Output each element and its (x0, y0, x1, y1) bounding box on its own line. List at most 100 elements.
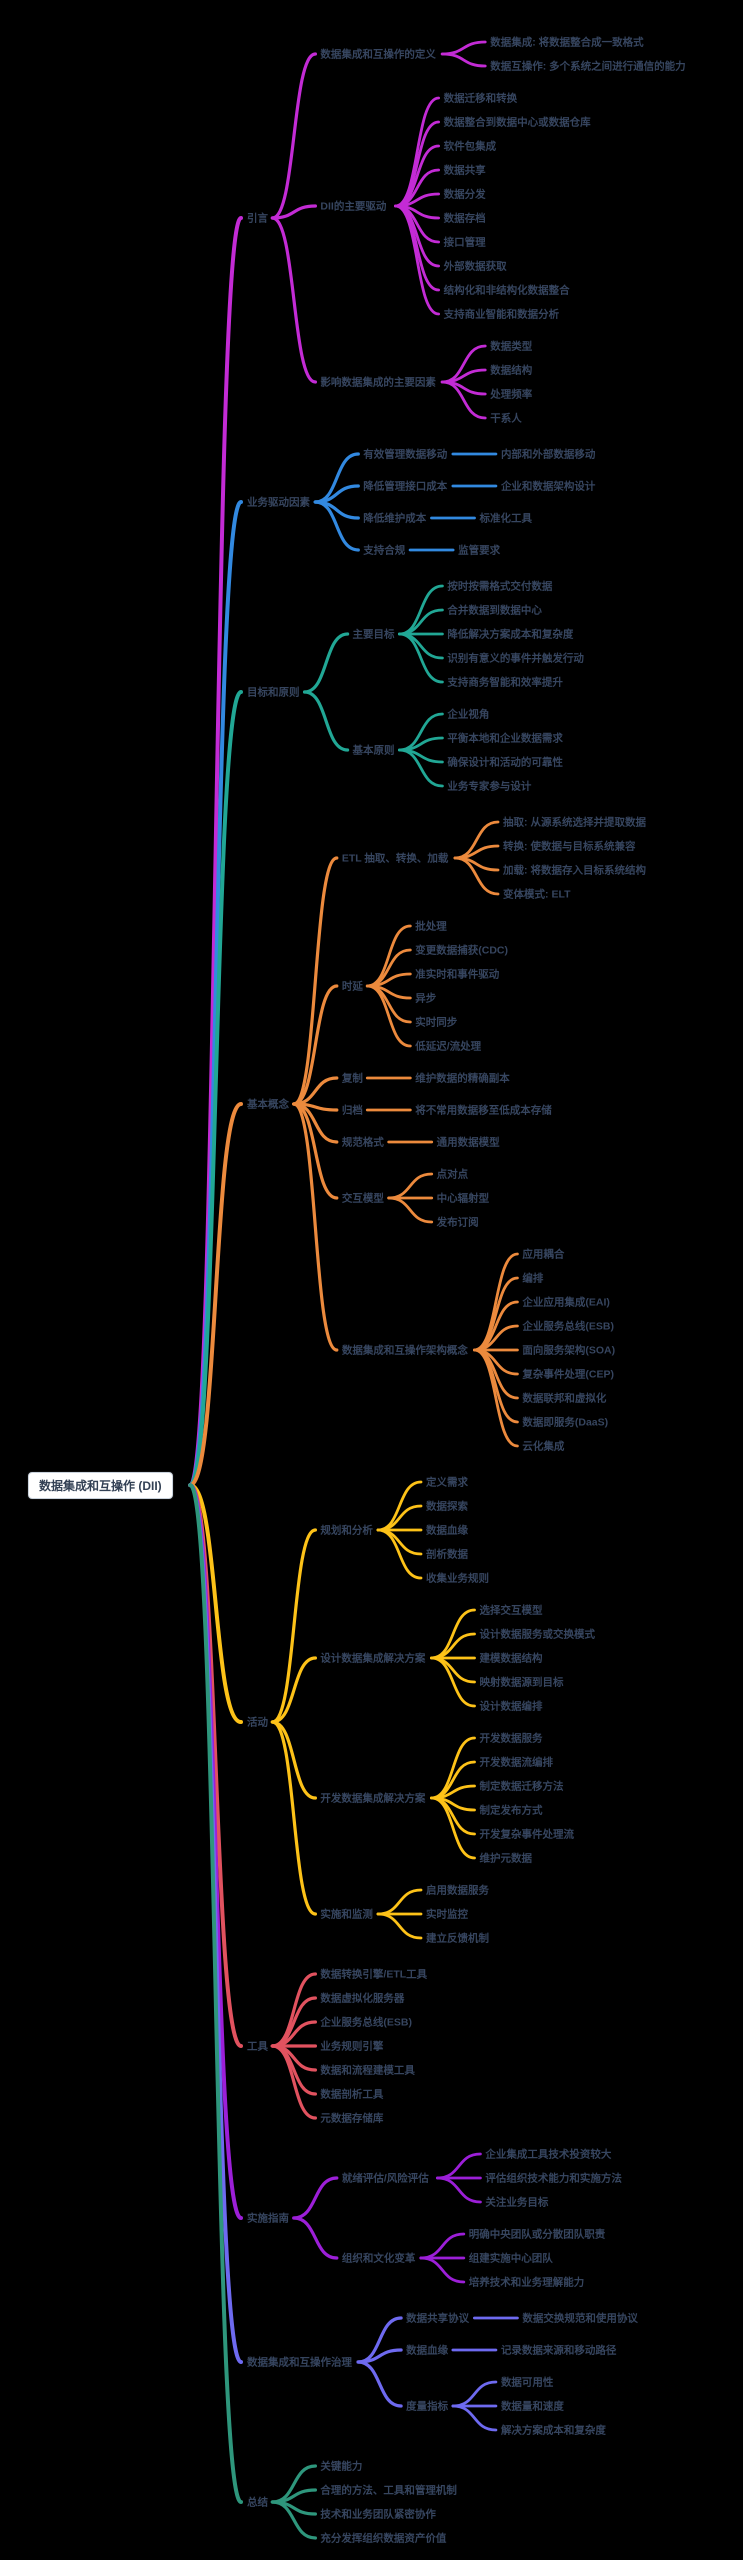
topic-node[interactable]: 明确中央团队或分散团队职责 (469, 2228, 606, 2241)
topic-node[interactable]: 业务规则引擎 (320, 2040, 383, 2053)
topic-node[interactable]: 启用数据服务 (426, 1884, 489, 1897)
branch-node[interactable]: 总结 (247, 2496, 268, 2509)
topic-node[interactable]: 云化集成 (522, 1440, 564, 1453)
topic-node[interactable]: 标准化工具 (479, 512, 533, 525)
topic-node[interactable]: 实时同步 (415, 1016, 457, 1029)
topic-node[interactable]: 发布订阅 (436, 1216, 479, 1229)
topic-node[interactable]: 收集业务规则 (426, 1572, 489, 1585)
topic-node[interactable]: 面向服务架构(SOA) (522, 1344, 615, 1357)
topic-node[interactable]: 制定数据迁移方法 (480, 1780, 564, 1793)
topic-node[interactable]: 通用数据模型 (437, 1136, 500, 1149)
topic-node[interactable]: 技术和业务团队紧密协作 (320, 2508, 436, 2521)
topic-node[interactable]: 组建实施中心团队 (469, 2252, 553, 2265)
topic-node[interactable]: 数据探索 (425, 1500, 468, 1513)
topic-node[interactable]: 归档 (342, 1104, 363, 1117)
topic-node[interactable]: 培养技术和业务理解能力 (469, 2276, 585, 2289)
topic-node[interactable]: 开发复杂事件处理流 (480, 1828, 575, 1841)
topic-node[interactable]: 交互模型 (342, 1192, 384, 1205)
topic-node[interactable]: 降低解决方案成本和复杂度 (447, 628, 573, 641)
topic-node[interactable]: 降低维护成本 (363, 512, 426, 525)
branch-node[interactable]: 活动 (247, 1716, 268, 1729)
topic-node[interactable]: 数据共享 (443, 164, 486, 177)
topic-node[interactable]: 维护元数据 (480, 1852, 533, 1865)
topic-node[interactable]: 充分发挥组织数据资产价值 (320, 2532, 446, 2545)
topic-node[interactable]: 中心辐射型 (437, 1192, 490, 1205)
topic-node[interactable]: 维护数据的精确副本 (415, 1072, 510, 1085)
topic-node[interactable]: 选择交互模型 (480, 1604, 543, 1617)
topic-node[interactable]: 数据血缘 (405, 2344, 448, 2357)
topic-node[interactable]: ETL 抽取、转换、加载 (342, 852, 449, 865)
topic-node[interactable]: 降低管理接口成本 (363, 480, 447, 493)
topic-node[interactable]: 数据类型 (489, 340, 532, 353)
topic-node[interactable]: 设计数据服务或交换模式 (480, 1628, 596, 1641)
topic-node[interactable]: 数据集成和互操作的定义 (319, 48, 436, 61)
topic-node[interactable]: 平衡本地和企业数据需求 (447, 732, 563, 745)
topic-node[interactable]: 映射数据源到目标 (480, 1676, 564, 1689)
branch-node[interactable]: 业务驱动因素 (247, 496, 310, 509)
topic-node[interactable]: 结构化和非结构化数据整合 (444, 284, 570, 297)
topic-node[interactable]: 数据虚拟化服务器 (319, 1992, 404, 2005)
topic-node[interactable]: 处理频率 (489, 388, 532, 401)
topic-node[interactable]: 企业集成工具技术投资较大 (484, 2148, 611, 2161)
topic-node[interactable]: 开发数据服务 (480, 1732, 543, 1745)
topic-node[interactable]: 干系人 (490, 412, 522, 425)
topic-node[interactable]: 软件包集成 (444, 140, 497, 153)
topic-node[interactable]: 准实时和事件驱动 (415, 968, 499, 981)
topic-node[interactable]: 外部数据获取 (443, 260, 507, 273)
topic-node[interactable]: 关注业务目标 (485, 2196, 548, 2209)
branch-node[interactable]: 实施指南 (247, 2212, 289, 2225)
topic-node[interactable]: 企业视角 (446, 708, 489, 721)
topic-node[interactable]: 数据即服务(DaaS) (521, 1416, 608, 1429)
topic-node[interactable]: 按时按需格式交付数据 (447, 580, 552, 593)
topic-node[interactable]: 加载: 将数据存入目标系统结构 (502, 864, 646, 877)
topic-node[interactable]: 有效管理数据移动 (363, 448, 447, 461)
topic-node[interactable]: 数据分发 (443, 188, 486, 201)
topic-node[interactable]: 记录数据来源和移动路径 (501, 2344, 617, 2357)
topic-node[interactable]: 合理的方法、工具和管理机制 (319, 2484, 457, 2497)
topic-node[interactable]: 批处理 (415, 920, 447, 933)
topic-node[interactable]: 就绪评估/风险评估 (342, 2172, 429, 2185)
topic-node[interactable]: 元数据存储库 (320, 2112, 383, 2125)
topic-node[interactable]: 解决方案成本和复杂度 (500, 2424, 606, 2437)
topic-node[interactable]: 支持商业智能和数据分析 (443, 308, 560, 321)
topic-node[interactable]: 数据量和速度 (500, 2400, 564, 2413)
topic-node[interactable]: 数据可用性 (500, 2376, 554, 2389)
topic-node[interactable]: 影响数据集成的主要因素 (320, 376, 436, 389)
topic-node[interactable]: DII的主要驱动 (320, 200, 386, 213)
topic-node[interactable]: 支持合规 (362, 544, 405, 557)
topic-node[interactable]: 数据和流程建模工具 (319, 2064, 415, 2077)
topic-node[interactable]: 点对点 (437, 1168, 469, 1181)
topic-node[interactable]: 变体模式: ELT (503, 888, 571, 901)
topic-node[interactable]: 确保设计和活动的可靠性 (447, 756, 563, 769)
topic-node[interactable]: 关键能力 (320, 2460, 362, 2473)
branch-node[interactable]: 数据集成和互操作治理 (246, 2356, 352, 2369)
topic-node[interactable]: 应用耦合 (522, 1248, 564, 1261)
topic-node[interactable]: 内部和外部数据移动 (501, 448, 596, 461)
topic-node[interactable]: 基本原则 (352, 744, 395, 757)
topic-node[interactable]: 企业服务总线(ESB) (521, 1320, 614, 1333)
topic-node[interactable]: 复杂事件处理(CEP) (521, 1368, 614, 1381)
topic-node[interactable]: 开发数据流编排 (480, 1756, 554, 1769)
root-node[interactable]: 数据集成和互操作 (DII) (28, 1472, 173, 1499)
topic-node[interactable]: 数据集成: 将数据整合成一致格式 (489, 36, 644, 49)
topic-node[interactable]: 企业应用集成(EAI) (521, 1296, 610, 1309)
topic-node[interactable]: 转换: 使数据与目标系统兼容 (503, 840, 636, 853)
topic-node[interactable]: 实时监控 (426, 1908, 468, 1921)
topic-node[interactable]: 异步 (415, 992, 436, 1005)
topic-node[interactable]: 数据交换规范和使用协议 (521, 2312, 638, 2325)
topic-node[interactable]: 数据集成和互操作架构概念 (341, 1344, 468, 1357)
topic-node[interactable]: 数据转换引擎/ETL工具 (319, 1968, 427, 1981)
topic-node[interactable]: 将不常用数据移至低成本存储 (415, 1104, 552, 1117)
topic-node[interactable]: 制定发布方式 (480, 1804, 543, 1817)
topic-node[interactable]: 合并数据到数据中心 (446, 604, 542, 617)
topic-node[interactable]: 数据剖析工具 (319, 2088, 383, 2101)
topic-node[interactable]: 业务专家参与设计 (447, 780, 531, 793)
topic-node[interactable]: 主要目标 (353, 628, 395, 641)
topic-node[interactable]: 数据迁移和转换 (443, 92, 518, 105)
topic-node[interactable]: 复制 (341, 1072, 363, 1085)
topic-node[interactable]: 时延 (342, 980, 363, 993)
topic-node[interactable]: 组织和文化变革 (342, 2252, 416, 2265)
topic-node[interactable]: 支持商务智能和效率提升 (446, 676, 563, 689)
topic-node[interactable]: 抽取: 从源系统选择并提取数据 (503, 816, 646, 829)
topic-node[interactable]: 评估组织技术能力和实施方法 (485, 2172, 622, 2185)
